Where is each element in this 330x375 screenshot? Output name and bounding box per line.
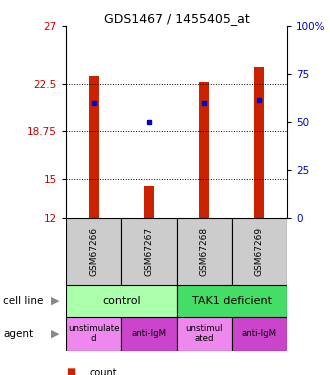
- Text: control: control: [102, 296, 141, 306]
- Bar: [232, 317, 287, 351]
- Bar: [66, 217, 121, 285]
- Bar: [177, 285, 287, 317]
- Text: unstimul
ated: unstimul ated: [185, 324, 223, 344]
- Text: GSM67267: GSM67267: [145, 226, 153, 276]
- Text: count: count: [89, 368, 117, 375]
- Bar: [199, 82, 209, 218]
- Text: agent: agent: [3, 329, 33, 339]
- Bar: [121, 217, 177, 285]
- Bar: [254, 67, 264, 218]
- Bar: [66, 317, 121, 351]
- Title: GDS1467 / 1455405_at: GDS1467 / 1455405_at: [104, 12, 249, 25]
- Text: cell line: cell line: [3, 296, 44, 306]
- Bar: [66, 285, 177, 317]
- Text: ▶: ▶: [51, 329, 60, 339]
- Text: GSM67268: GSM67268: [200, 226, 209, 276]
- Bar: [121, 317, 177, 351]
- Text: unstimulate
d: unstimulate d: [68, 324, 119, 344]
- Bar: [177, 317, 232, 351]
- Text: ■: ■: [66, 368, 75, 375]
- Bar: [144, 186, 154, 218]
- Bar: [232, 217, 287, 285]
- Bar: [177, 217, 232, 285]
- Text: anti-IgM: anti-IgM: [242, 329, 277, 338]
- Text: ▶: ▶: [51, 296, 60, 306]
- Bar: [89, 76, 99, 217]
- Text: TAK1 deficient: TAK1 deficient: [192, 296, 272, 306]
- Text: anti-IgM: anti-IgM: [131, 329, 166, 338]
- Text: GSM67266: GSM67266: [89, 226, 98, 276]
- Text: GSM67269: GSM67269: [255, 226, 264, 276]
